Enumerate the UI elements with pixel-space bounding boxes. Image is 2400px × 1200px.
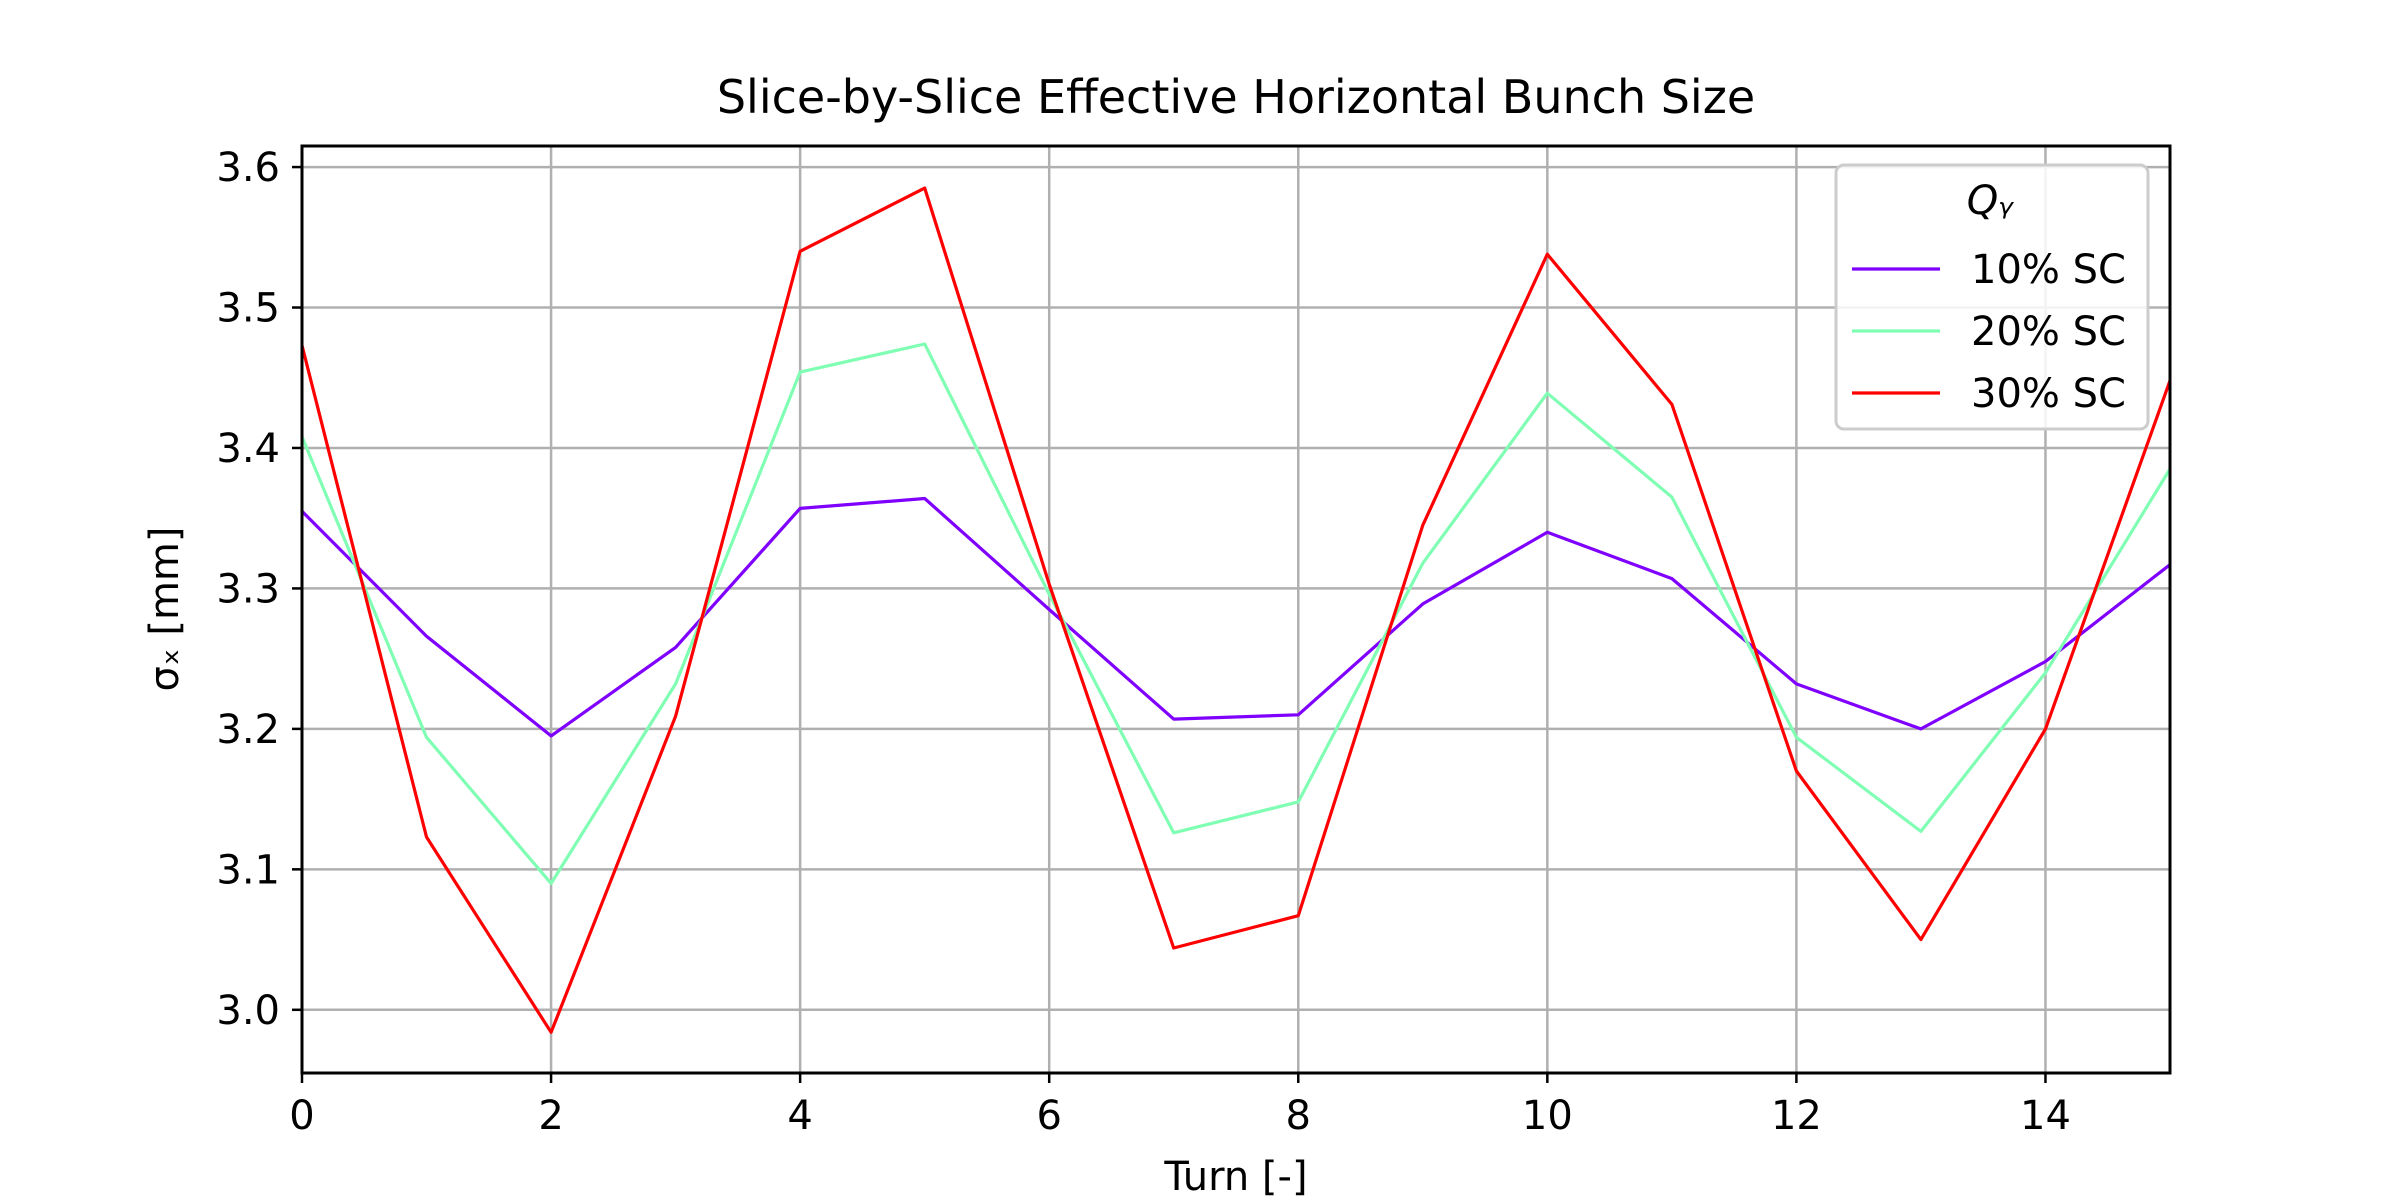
x-tick-label: 2 [538, 1093, 563, 1139]
y-axis-label: σₓ [mm] [142, 527, 188, 692]
y-tick-label: 3.0 [216, 988, 280, 1034]
legend-entries: 10% SC 20% SC 30% SC [1852, 247, 2126, 417]
legend: Qᵧ 10% SC 20% SC 30% SC [1834, 163, 2150, 431]
y-tick-label: 3.2 [216, 707, 280, 753]
plot-frame [300, 144, 2172, 1075]
legend-label: 30% SC [1971, 371, 2126, 417]
y-tick-label: 3.4 [216, 426, 280, 472]
x-tick-label: 12 [1771, 1093, 1822, 1139]
y-tick-label: 3.5 [216, 286, 280, 332]
x-tick-label: 8 [1286, 1093, 1311, 1139]
legend-label: 20% SC [1971, 309, 2126, 355]
tick-layer: 0 2 4 6 8 10 12 14 3.0 3.1 3.2 3.3 3.4 3.5 3.6 [216, 145, 2071, 1139]
legend-label: 10% SC [1971, 247, 2126, 293]
legend-box [1834, 163, 2150, 431]
chart-title: Slice-by-Slice Effective Horizontal Bunc… [717, 70, 1755, 124]
x-tick-label: 6 [1036, 1093, 1061, 1139]
legend-title: Qᵧ [1967, 178, 2014, 224]
y-tick-label: 3.6 [216, 145, 280, 191]
series-line-3 [300, 186, 2172, 1034]
x-tick-label: 10 [1522, 1093, 1573, 1139]
series-line-1 [300, 496, 2171, 738]
x-tick-label: 4 [787, 1093, 812, 1139]
series-layer [300, 186, 2172, 1034]
series-line-2 [300, 342, 2172, 886]
x-axis-label: Turn [-] [1163, 1154, 1307, 1200]
x-tick-label: 14 [2020, 1093, 2071, 1139]
y-tick-label: 3.3 [216, 566, 280, 612]
y-tick-label: 3.1 [216, 847, 280, 893]
x-tick-label: 0 [289, 1093, 314, 1139]
